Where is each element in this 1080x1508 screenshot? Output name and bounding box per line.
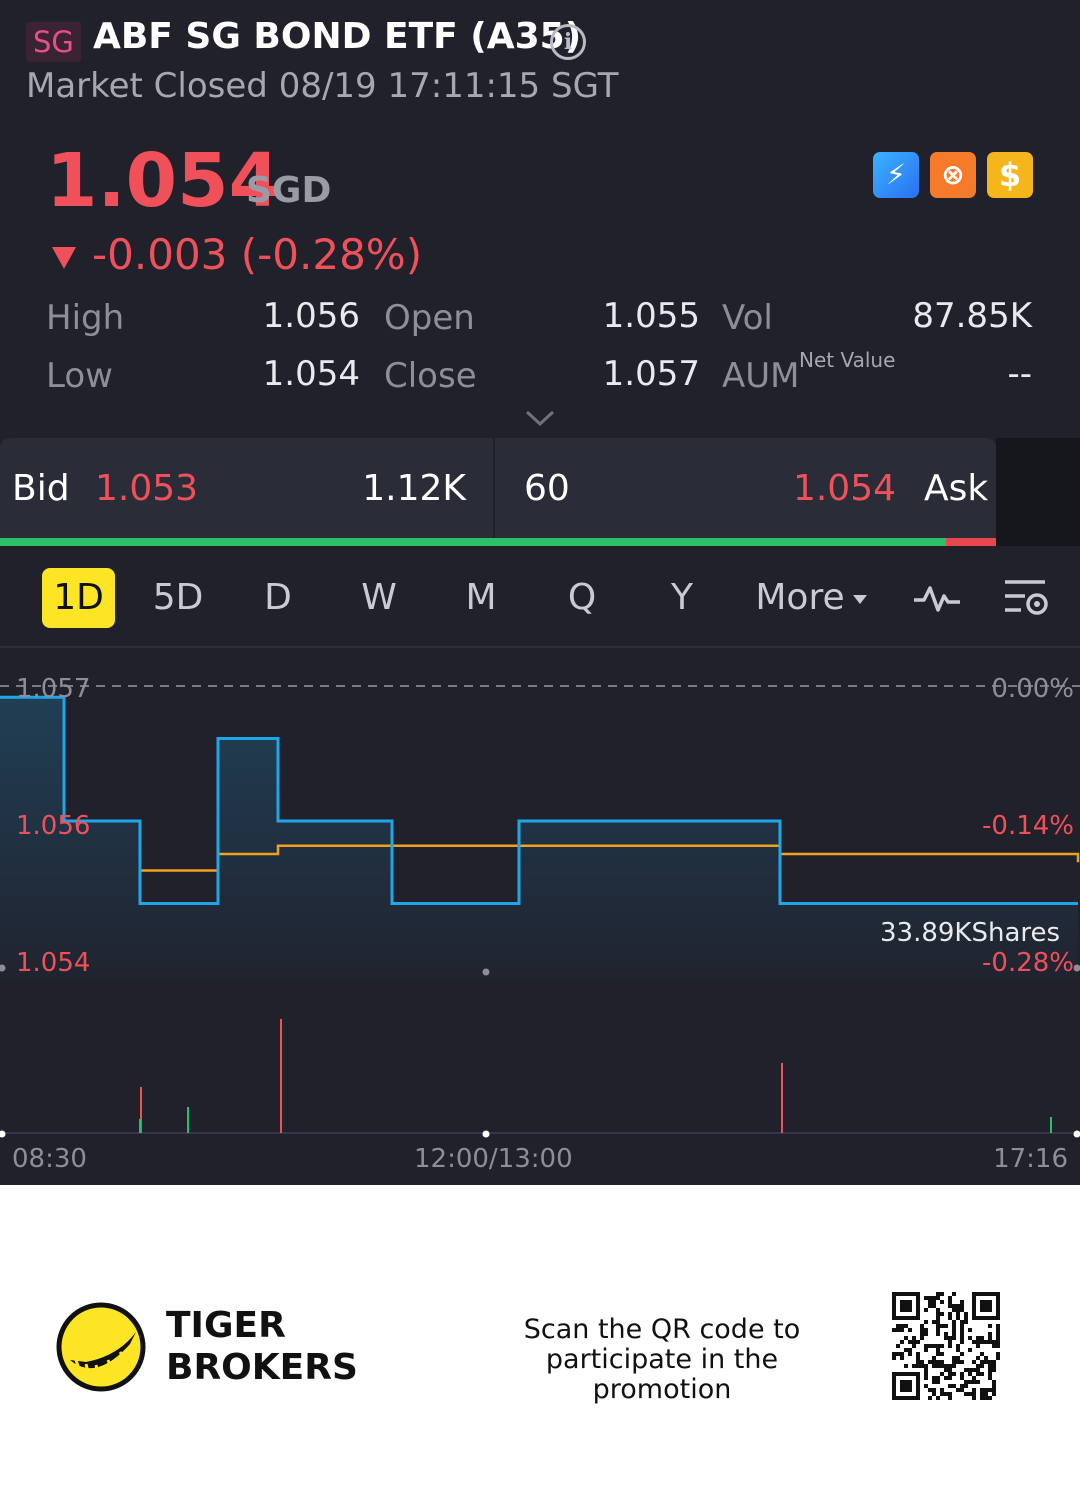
intraday-chart-svg bbox=[0, 685, 1080, 1138]
caret-down-icon bbox=[852, 594, 867, 604]
y-axis-tick-label: 1.056 bbox=[16, 811, 91, 841]
tab-d[interactable]: D bbox=[264, 577, 292, 618]
tab-m[interactable]: M bbox=[465, 577, 497, 618]
dollar-badge-icon[interactable]: $ bbox=[987, 152, 1033, 198]
bid-label: Bid bbox=[12, 468, 70, 509]
vol-label: Vol bbox=[722, 298, 773, 338]
last-price: 1.054 bbox=[46, 138, 281, 224]
high-label: High bbox=[46, 298, 125, 338]
promo-line-1: Scan the QR code to bbox=[523, 1314, 801, 1345]
promo-text: Scan the QR code to participate in the p… bbox=[480, 1315, 844, 1405]
y-axis-tick-label: 1.054 bbox=[16, 948, 91, 978]
net-value-label: Net Value bbox=[799, 348, 896, 372]
chart-settings-icon[interactable] bbox=[1003, 576, 1051, 620]
market-status: Market Closed 08/19 17:11:15 SGT bbox=[26, 66, 619, 106]
bid-size: 1.12K bbox=[362, 468, 466, 509]
scale-badge-icon[interactable]: ⊗ bbox=[930, 152, 976, 198]
tab-y[interactable]: Y bbox=[671, 577, 693, 618]
brand-line-2: BROKERS bbox=[166, 1347, 358, 1388]
volume-label: 33.89KShares bbox=[880, 918, 1061, 948]
volume-bar bbox=[140, 1087, 142, 1133]
y-axis-percent-label: -0.28% bbox=[982, 948, 1074, 978]
open-label: Open bbox=[384, 298, 475, 338]
price-change-value: -0.003 (-0.28%) bbox=[92, 230, 423, 279]
bid-ask-panel: Bid 1.053 1.12K 60 1.054 Ask bbox=[0, 438, 996, 538]
average-price-line bbox=[0, 696, 1080, 872]
high-value: 1.056 bbox=[262, 296, 360, 336]
indicator-icon[interactable] bbox=[912, 576, 962, 620]
tab-more[interactable]: More bbox=[752, 568, 870, 628]
aum-value: -- bbox=[1007, 354, 1032, 394]
volume-bar bbox=[187, 1107, 189, 1133]
bid-price: 1.053 bbox=[95, 468, 199, 509]
down-arrow-icon bbox=[52, 246, 76, 269]
low-label: Low bbox=[46, 356, 113, 396]
price-area-fill bbox=[0, 697, 1078, 980]
close-label: Close bbox=[384, 356, 477, 396]
bid-volume-bar bbox=[0, 538, 947, 546]
volume-bars bbox=[139, 1019, 1052, 1133]
security-title: ABF SG BOND ETF (A35) bbox=[93, 16, 582, 57]
tab-more-label: More bbox=[755, 577, 845, 618]
lightning-badge-icon[interactable]: ⚡ bbox=[873, 152, 919, 198]
tab-5d[interactable]: 5D bbox=[152, 577, 204, 618]
ask-label: Ask bbox=[924, 468, 989, 509]
tab-1d[interactable]: 1D bbox=[42, 568, 115, 628]
volume-bar bbox=[781, 1063, 783, 1133]
brand-line-1: TIGER bbox=[166, 1305, 286, 1346]
vol-value: 87.85K bbox=[912, 296, 1032, 336]
period-tabs: 1D 5D D W M Q Y More bbox=[0, 556, 1080, 648]
volume-bar bbox=[139, 1119, 141, 1133]
currency-label: SGD bbox=[246, 170, 332, 211]
y-axis-percent-label: 0.00% bbox=[991, 674, 1074, 704]
qr-code[interactable] bbox=[892, 1292, 1000, 1400]
x-axis-tick-label: 17:16 bbox=[993, 1144, 1068, 1174]
open-value: 1.055 bbox=[602, 296, 700, 336]
tiger-brokers-logo bbox=[56, 1302, 146, 1392]
x-axis-tick-label: 08:30 bbox=[12, 1144, 87, 1174]
ask-size: 60 bbox=[524, 468, 570, 509]
y-axis-tick-label: 1.057 bbox=[16, 674, 91, 704]
price-change: -0.003 (-0.28%) bbox=[52, 230, 422, 279]
price-line bbox=[0, 695, 1078, 905]
ask-volume-bar bbox=[946, 538, 996, 546]
tab-w[interactable]: W bbox=[361, 577, 397, 618]
promo-footer: TIGER BROKERS Scan the QR code to partic… bbox=[0, 1185, 1080, 1508]
x-axis-tick-label: 12:00/13:00 bbox=[414, 1144, 573, 1174]
info-icon[interactable]: i bbox=[550, 24, 586, 60]
aum-label: AUM bbox=[722, 356, 800, 396]
volume-bar bbox=[280, 1019, 282, 1133]
close-value: 1.057 bbox=[602, 354, 700, 394]
intraday-chart[interactable]: 1.057 1.056 1.054 0.00% -0.14% -0.28% 33… bbox=[0, 650, 1080, 1185]
brand-name: TIGER BROKERS bbox=[166, 1305, 358, 1389]
promo-line-2: participate in the promotion bbox=[545, 1344, 779, 1405]
tab-q[interactable]: Q bbox=[567, 577, 597, 618]
y-axis-percent-label: -0.14% bbox=[982, 811, 1074, 841]
market-badge: SG bbox=[26, 22, 81, 62]
ask-price: 1.054 bbox=[792, 468, 896, 509]
low-value: 1.054 bbox=[262, 354, 360, 394]
chevron-down-icon[interactable] bbox=[524, 408, 556, 428]
quote-screen: SG ABF SG BOND ETF (A35) i Market Closed… bbox=[0, 0, 1080, 1185]
volume-bar bbox=[1050, 1117, 1052, 1133]
